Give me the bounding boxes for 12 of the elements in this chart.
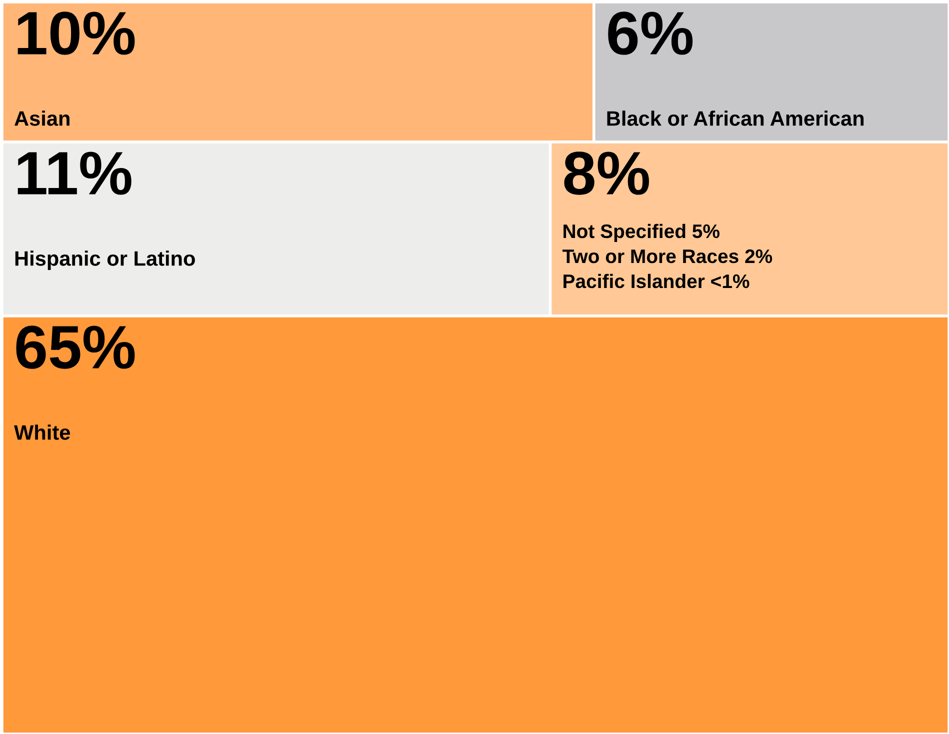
category-label: Black or African American [607,110,864,126]
category-label: Hispanic or Latino [15,250,195,270]
data-label: 65% [16,326,135,369]
text: Pacific Islander <1% [564,274,750,288]
data-label: 11% [18,152,132,195]
category-label: Asian [14,110,70,126]
data-label: 10% [18,12,135,55]
text: Two or More Races 2% [562,249,772,264]
data-label: 6% [608,12,693,55]
text: Not Specified 5% [564,224,720,242]
category-label: White [14,424,70,440]
data-label: 8% [564,152,649,195]
